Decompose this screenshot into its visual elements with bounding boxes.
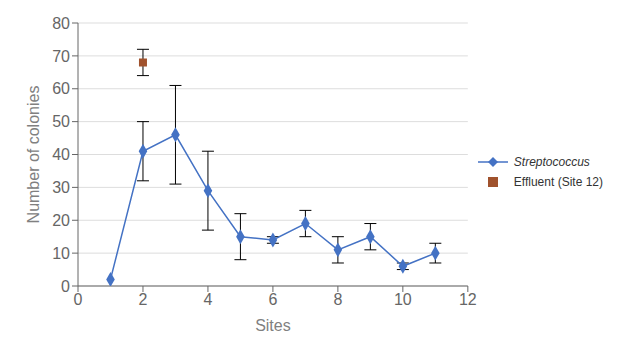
svg-text:60: 60	[52, 80, 70, 97]
html-text:Streptococcus: Streptococcus	[513, 154, 590, 169]
svg-text:8: 8	[333, 291, 342, 308]
svg-text:40: 40	[52, 146, 70, 163]
svg-text:30: 30	[52, 179, 70, 196]
svg-text:12: 12	[459, 291, 477, 308]
svg-text:50: 50	[52, 113, 70, 130]
svg-text:0: 0	[61, 278, 70, 295]
svg-text:70: 70	[52, 48, 70, 65]
svg-text:4: 4	[203, 291, 212, 308]
svg-text:10: 10	[52, 245, 70, 262]
svg-text:20: 20	[52, 212, 70, 229]
svg-text:Sites: Sites	[255, 317, 291, 334]
svg-text:6: 6	[268, 291, 277, 308]
svg-text:2: 2	[139, 291, 148, 308]
html-text:Effluent (Site 12): Effluent (Site 12)	[513, 174, 603, 189]
svg-text:0: 0	[74, 291, 83, 308]
svg-text:80: 80	[52, 15, 70, 32]
svg-text:Number of colonies: Number of colonies	[25, 86, 42, 224]
svg-text:10: 10	[394, 291, 412, 308]
